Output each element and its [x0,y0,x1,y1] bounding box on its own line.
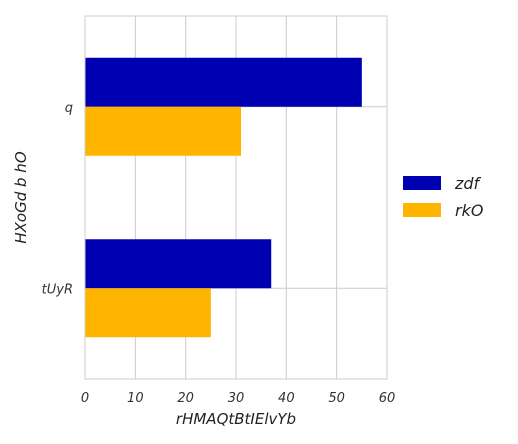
y-tick-label: tUyR [42,282,73,297]
legend: zdf rkO [403,174,483,220]
x-tick-label: 30 [228,391,245,406]
x-tick-label: 20 [177,391,194,406]
legend-label-zdf: zdf [454,174,482,193]
x-tick-label: 50 [328,391,345,406]
bars [85,57,362,338]
bar-zdf-q [85,57,362,107]
x-axis-label: rHMAQtBtIElvYb [176,410,296,428]
bar-rkO-tUyR [85,288,211,338]
bar-rkO-q [85,106,242,156]
x-tick-label: 60 [379,391,396,406]
x-tick-label: 40 [278,391,295,406]
legend-label-rkO: rkO [455,201,483,220]
y-tick-labels: q tUyR [42,101,73,298]
legend-swatch-rkO [403,203,441,217]
x-tick-label: 0 [81,391,89,406]
x-tick-label: 10 [127,391,144,406]
x-tick-labels: 0 10 20 30 40 50 60 [81,391,395,406]
y-axis-label: HXoGd b hO [12,151,30,243]
y-tick-label: q [65,101,73,116]
plot-frame [84,15,388,380]
bar-zdf-tUyR [85,239,272,289]
legend-swatch-zdf [403,176,441,190]
